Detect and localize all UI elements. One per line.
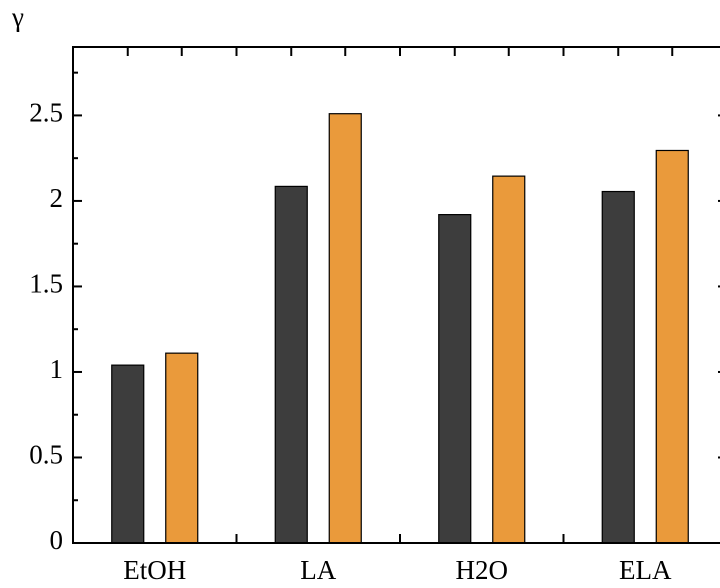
y-tick-label: 0 [50,525,64,555]
y-tick-label: 1.5 [29,269,63,299]
bar [165,352,199,544]
y-tick-label: 2 [50,183,64,213]
x-tick-label: EtOH [123,555,186,585]
bar [111,364,145,544]
bar [438,214,472,544]
y-tick-label: 1 [50,354,64,384]
bar [601,190,635,544]
y-tick-label: 2.5 [29,98,63,128]
x-tick-label: H2O [456,555,509,585]
bar [274,185,308,544]
y-tick-label: 0.5 [29,440,63,470]
bar [328,113,362,544]
x-tick-label: ELA [619,555,672,585]
y-axis-label: γ [11,2,24,32]
x-tick-label: LA [300,555,336,585]
bar [492,175,526,544]
bar [655,149,689,544]
